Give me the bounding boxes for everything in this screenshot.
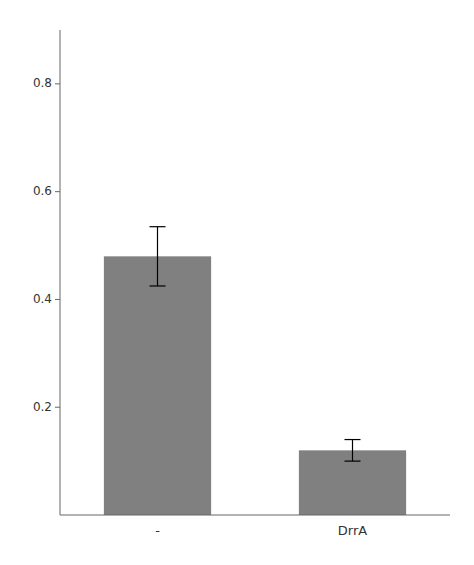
- y-tick: [55, 407, 60, 408]
- y-tick-label: 0.2: [33, 400, 52, 414]
- y-axis: 0.2 0.4 0.6 0.8: [33, 30, 60, 515]
- y-tick-label: 0.6: [33, 184, 52, 198]
- error-stem: [352, 440, 353, 462]
- y-tick-label: 0.4: [33, 292, 52, 306]
- x-axis: - DrrA: [60, 515, 450, 538]
- chart-container: 0.2 0.4 0.6 0.8 - DrrA: [0, 0, 474, 565]
- y-tick: [55, 191, 60, 192]
- error-stem: [157, 227, 158, 286]
- plot-area: [104, 227, 406, 515]
- x-tick-label: DrrA: [338, 523, 367, 538]
- error-cap: [150, 285, 166, 286]
- error-cap: [345, 439, 361, 440]
- error-cap: [150, 226, 166, 227]
- error-cap: [345, 461, 361, 462]
- error-bar: [150, 227, 166, 286]
- chart-svg: 0.2 0.4 0.6 0.8 - DrrA: [0, 0, 474, 565]
- x-tick-label: -: [155, 523, 160, 538]
- y-tick-label: 0.8: [33, 76, 52, 90]
- y-tick: [55, 83, 60, 84]
- y-tick: [55, 299, 60, 300]
- x-axis-line: [60, 515, 450, 516]
- y-axis-line: [60, 30, 61, 515]
- error-bar: [345, 440, 361, 462]
- page: {"chart_data": {"type": "bar", "categori…: [0, 0, 474, 565]
- bar: [104, 256, 211, 515]
